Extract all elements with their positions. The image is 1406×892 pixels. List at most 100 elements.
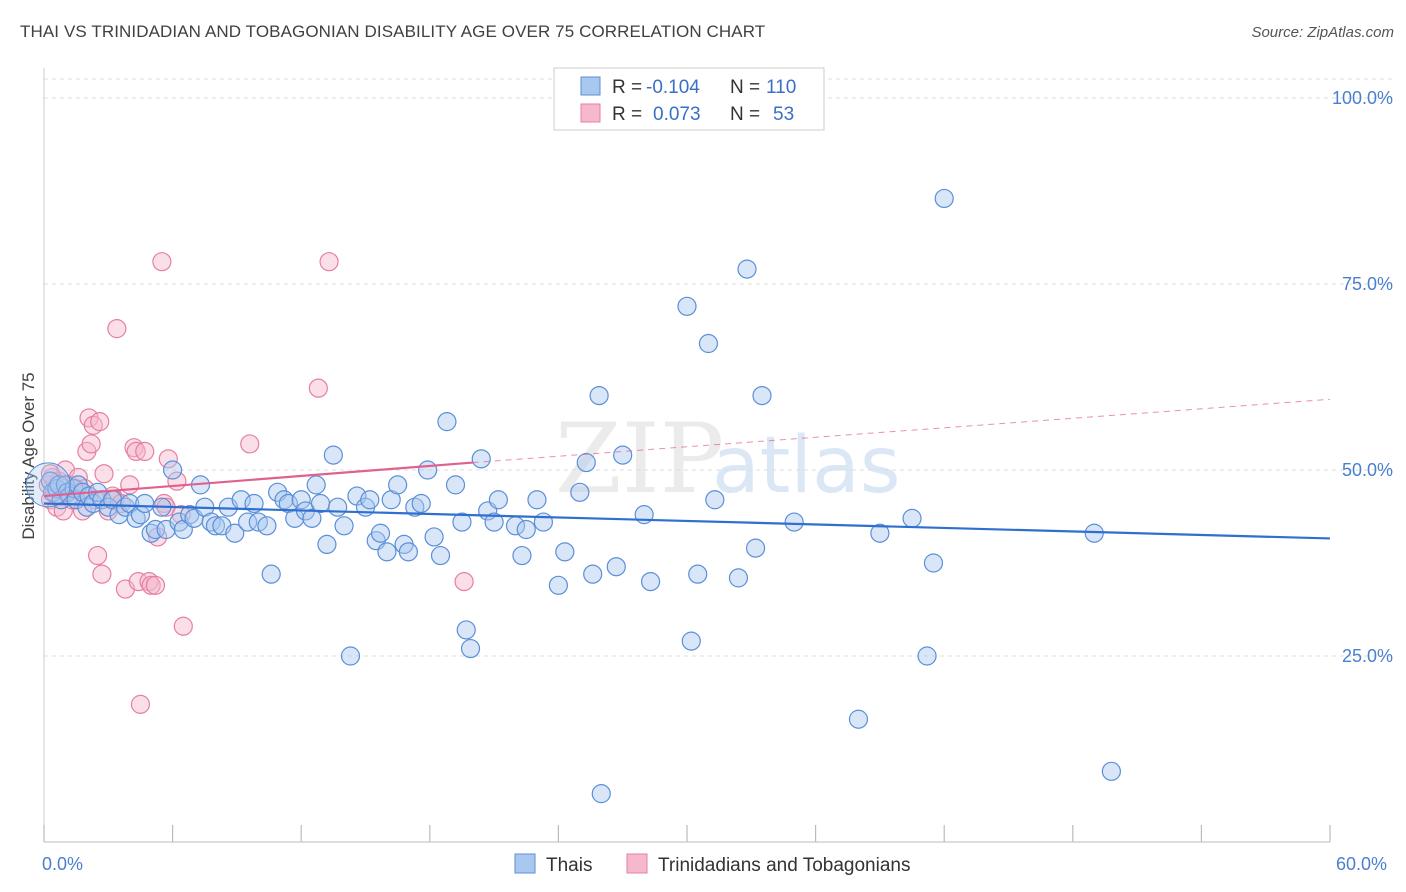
data-point-thais [484, 512, 504, 532]
y-tick-label: 50.0% [1342, 460, 1393, 480]
data-point-thais [163, 460, 183, 480]
data-point-trinidadians [90, 412, 110, 432]
data-point-trinidadians [130, 694, 151, 714]
data-point-trinidadians [92, 564, 112, 584]
data-point-thais [527, 490, 547, 510]
data-point-thais [516, 519, 536, 540]
legend-n-label-0: N = [730, 77, 760, 98]
data-point-thais [398, 542, 418, 562]
legend-swatch-bottom-thais [514, 853, 536, 874]
y-tick-label: 100.0% [1332, 88, 1393, 108]
data-point-trinidadians [308, 378, 328, 398]
data-point-thais [923, 553, 944, 573]
y-axis-title: Disability Age Over 75 [19, 372, 38, 539]
data-point-trinidadians [94, 464, 114, 484]
data-point-thais [437, 412, 457, 432]
data-point-thais [205, 516, 226, 536]
data-point-trinidadians [120, 475, 140, 495]
trend-lines [43, 398, 1331, 540]
series-thais-points [25, 188, 1121, 804]
data-point-thais [677, 296, 697, 316]
data-point-trinidadians [145, 575, 166, 595]
data-point-thais [360, 490, 380, 510]
legend-swatch-bottom-trinidadians [626, 853, 648, 874]
data-point-thais [328, 497, 348, 517]
data-point-trinidadians [173, 616, 193, 636]
data-point-thais [370, 523, 391, 543]
watermark: ZIP atlas [555, 403, 901, 515]
trend-line-thais [43, 502, 1331, 540]
legend-label-thais: Thais [546, 855, 592, 876]
series-legend: Thais Trinidadians and Tobagonians [514, 853, 910, 876]
data-point-thais [640, 571, 661, 592]
legend-r-label-0: R = [612, 77, 642, 98]
legend-r-value-0: -0.104 [646, 77, 700, 98]
data-point-thais [591, 784, 611, 804]
data-point-trinidadians [454, 571, 474, 592]
data-point-thais [784, 512, 804, 532]
data-point-thais [430, 545, 451, 566]
watermark-zip: ZIP [555, 403, 724, 515]
data-point-thais [576, 452, 596, 473]
x-tick-label-max: 60.0% [1336, 854, 1387, 874]
data-point-thais [257, 516, 277, 536]
series-trinidadians-points [38, 252, 474, 714]
data-point-thais [698, 333, 719, 354]
data-point-thais [238, 512, 258, 532]
data-point-thais [452, 512, 472, 532]
data-point-trinidadians [135, 441, 155, 461]
axes [43, 68, 1331, 843]
x-tick-labels: 0.0% 60.0% [42, 854, 1387, 874]
data-point-thais [688, 564, 708, 584]
data-point-thais [306, 475, 326, 495]
data-point-thais [681, 631, 701, 651]
data-point-thais [388, 475, 408, 495]
data-point-thais [737, 259, 757, 279]
data-point-thais [589, 386, 609, 406]
data-point-thais [445, 475, 466, 495]
data-point-thais [334, 516, 354, 536]
data-point-thais [870, 523, 890, 543]
data-point-thais [291, 490, 311, 510]
data-point-trinidadians [319, 252, 339, 272]
data-point-thais [418, 460, 438, 480]
data-point-thais [728, 568, 749, 588]
data-point-thais [848, 709, 869, 729]
data-point-thais [745, 538, 766, 558]
legend-r-label-1: R = [612, 104, 642, 125]
data-point-thais [323, 445, 343, 465]
data-point-thais [512, 545, 532, 566]
data-point-thais [613, 445, 633, 465]
legend-label-trinidadians: Trinidadians and Tobagonians [658, 855, 910, 876]
data-point-thais-large [25, 462, 71, 508]
y-tick-labels: 25.0% 50.0% 75.0% 100.0% [1332, 88, 1393, 666]
data-point-trinidadians [240, 434, 260, 454]
data-point-thais [411, 493, 431, 514]
data-point-thais [460, 638, 481, 659]
data-point-trinidadians [152, 252, 172, 272]
data-point-thais [555, 542, 575, 562]
data-point-thais [145, 519, 166, 540]
data-point-thais [902, 508, 922, 528]
data-point-thais [225, 523, 245, 543]
trend-line-trinidadians [43, 461, 473, 498]
data-point-thais [424, 527, 444, 547]
chart-title: THAI VS TRINIDADIAN AND TOBAGONIAN DISAB… [20, 22, 766, 41]
legend-swatch-thais [580, 76, 601, 96]
legend-n-label-1: N = [730, 104, 760, 125]
data-point-thais [456, 620, 476, 640]
data-point-thais [570, 482, 590, 502]
trend-line-trinidadians-extension [472, 398, 1331, 464]
data-point-trinidadians [107, 319, 127, 339]
data-point-thais [317, 534, 337, 555]
legend-swatch-trinidadians [580, 103, 601, 123]
data-point-thais [705, 490, 725, 510]
data-point-trinidadians [81, 434, 101, 454]
data-point-thais [1101, 761, 1121, 781]
data-point-trinidadians [158, 449, 178, 469]
data-point-thais [548, 575, 569, 595]
data-point-thais [533, 512, 553, 532]
legend-n-value-1: 53 [773, 104, 794, 125]
x-tick-label-min: 0.0% [42, 854, 83, 874]
